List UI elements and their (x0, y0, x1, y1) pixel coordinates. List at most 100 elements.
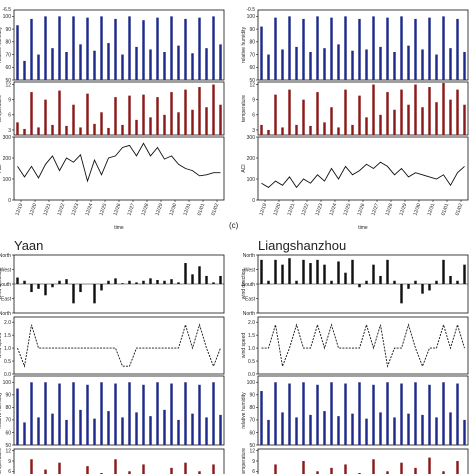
bar (44, 284, 47, 296)
y-tick-label: East (1, 296, 12, 302)
bar (58, 16, 61, 80)
y-tick-label: North (243, 311, 255, 317)
x-tick-label: 12/21 (286, 202, 296, 216)
bar (456, 89, 459, 135)
bar (170, 279, 173, 284)
bar (72, 382, 75, 445)
bar (135, 412, 138, 445)
bar (330, 107, 333, 135)
bar (309, 263, 312, 284)
panel-8: 0.0 0.5 1.0 1.5 2.0 wind speed (0, 316, 225, 378)
bar (198, 384, 201, 445)
y-tick-label: 6 (252, 113, 255, 119)
bar (309, 414, 312, 445)
bar (274, 94, 277, 135)
bar (316, 259, 319, 284)
panel-1: 50 60 70 80 90 100-6.5 relative humidity (0, 7, 225, 84)
y-tick-label: 12 (5, 449, 11, 455)
bar (23, 128, 26, 135)
bar (421, 284, 424, 294)
x-tick-label: 12/23 (70, 202, 80, 216)
bar (344, 383, 347, 445)
bar (344, 272, 347, 284)
y-tick-label: 70 (5, 418, 11, 424)
x-tick-label: 12/21 (42, 202, 52, 216)
bar (442, 471, 445, 474)
bar (428, 457, 431, 474)
bar (44, 99, 47, 135)
bar (386, 471, 389, 474)
bar (344, 464, 347, 474)
y-tick-label: 300 (3, 135, 12, 141)
bar (212, 282, 215, 284)
panel-6: 0 100 200 300 ACI 12/19 12/20 12/21 12/22 12/23 12… (241, 135, 469, 231)
bar (93, 284, 96, 304)
bar (170, 16, 173, 80)
bar (337, 261, 340, 284)
bar (260, 391, 263, 445)
bar (177, 112, 180, 135)
series-line (17, 323, 221, 368)
x-tick-label: 12/24 (328, 202, 338, 216)
panel-frame (13, 81, 225, 136)
panel-frame (257, 448, 469, 474)
y-tick-label: 6 (8, 469, 11, 474)
bar (449, 275, 452, 284)
bar (407, 284, 410, 289)
bar (351, 259, 354, 284)
bar (428, 284, 431, 291)
panel-frame (257, 81, 469, 136)
panel-marks (16, 16, 222, 80)
panel-11: North West South East North wind direction (241, 253, 469, 317)
bar (400, 383, 403, 445)
bar (379, 275, 382, 284)
bar (463, 419, 466, 445)
bar (37, 127, 40, 135)
bar (295, 124, 298, 135)
bar (358, 382, 361, 445)
bar (421, 107, 424, 135)
y-tick-label: 1.0 (4, 346, 11, 352)
series-line (17, 142, 221, 183)
bar (456, 280, 459, 284)
bar (281, 127, 284, 135)
bar (65, 125, 68, 135)
bar (379, 114, 382, 135)
bar (184, 18, 187, 80)
bar (414, 84, 417, 135)
x-tick-label: 12/26 (112, 202, 122, 216)
bar (316, 471, 319, 474)
bar (267, 419, 270, 445)
series-line (261, 323, 465, 368)
bar (198, 17, 201, 80)
y-tick-label: 9 (8, 97, 11, 103)
y-tick-label: 9 (252, 459, 255, 465)
bar (212, 464, 215, 474)
bar (414, 467, 417, 474)
bar (372, 264, 375, 284)
x-tick-label: 12/29 (154, 202, 164, 216)
bar (365, 418, 368, 445)
y-tick-label: 1.5 (4, 333, 11, 339)
bar (442, 382, 445, 445)
bar (205, 275, 208, 284)
bar (386, 259, 389, 284)
bar (37, 284, 40, 289)
bar (351, 124, 354, 135)
panel-frame (257, 136, 469, 201)
bar (107, 127, 110, 135)
bar (344, 16, 347, 80)
x-tick-label: 01/01 (440, 202, 450, 216)
x-tick-label: 12/22 (300, 202, 310, 216)
bar (44, 469, 47, 474)
y-tick-label: 0.5 (4, 359, 11, 365)
panel-marks (16, 84, 222, 135)
bar (260, 124, 263, 135)
y-tick-label: 60 (5, 430, 11, 436)
x-tick-label: 12/22 (56, 202, 66, 216)
bar (198, 266, 201, 284)
bar (449, 48, 452, 80)
x-tick-label: 12/25 (98, 202, 108, 216)
